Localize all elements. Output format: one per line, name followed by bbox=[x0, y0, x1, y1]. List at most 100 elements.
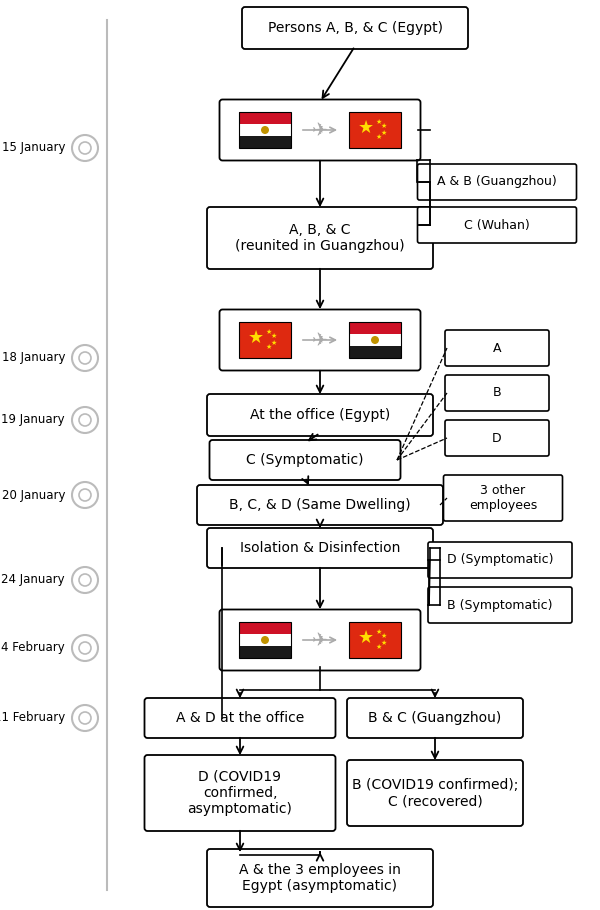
Circle shape bbox=[261, 126, 269, 134]
Text: At the office (Egypt): At the office (Egypt) bbox=[250, 408, 390, 422]
Text: ★: ★ bbox=[376, 119, 382, 125]
Text: 18 January: 18 January bbox=[1, 351, 65, 365]
Text: ★: ★ bbox=[381, 633, 387, 640]
Text: ★: ★ bbox=[376, 643, 382, 650]
FancyBboxPatch shape bbox=[347, 698, 523, 738]
Bar bbox=[349, 112, 401, 148]
Text: C (Wuhan): C (Wuhan) bbox=[464, 218, 530, 231]
FancyBboxPatch shape bbox=[220, 99, 421, 160]
Bar bbox=[349, 346, 401, 358]
FancyBboxPatch shape bbox=[428, 587, 572, 623]
Text: 4 February: 4 February bbox=[1, 642, 65, 654]
Text: Isolation & Disinfection: Isolation & Disinfection bbox=[240, 541, 400, 555]
Text: B (COVID19 confirmed);
C (recovered): B (COVID19 confirmed); C (recovered) bbox=[352, 778, 518, 808]
FancyBboxPatch shape bbox=[145, 755, 335, 831]
Text: ★: ★ bbox=[271, 339, 277, 346]
Text: ★: ★ bbox=[358, 119, 374, 137]
Text: B (Symptomatic): B (Symptomatic) bbox=[447, 599, 553, 612]
Bar bbox=[349, 322, 401, 334]
Text: 3 other
employees: 3 other employees bbox=[469, 484, 537, 512]
Circle shape bbox=[72, 567, 98, 593]
Bar bbox=[239, 622, 291, 658]
Bar bbox=[349, 622, 401, 658]
Circle shape bbox=[72, 345, 98, 371]
Bar bbox=[239, 112, 291, 124]
Circle shape bbox=[72, 705, 98, 731]
Text: 11 February: 11 February bbox=[0, 712, 65, 724]
Text: A, B, & C
(reunited in Guangzhou): A, B, & C (reunited in Guangzhou) bbox=[235, 223, 405, 253]
FancyBboxPatch shape bbox=[207, 528, 433, 568]
Text: D (COVID19
confirmed,
asymptomatic): D (COVID19 confirmed, asymptomatic) bbox=[188, 770, 292, 816]
Circle shape bbox=[79, 414, 91, 426]
Circle shape bbox=[72, 635, 98, 661]
Bar bbox=[239, 124, 291, 136]
Text: ★: ★ bbox=[266, 329, 272, 335]
Text: ★: ★ bbox=[248, 329, 264, 348]
Text: A & D at the office: A & D at the office bbox=[176, 711, 304, 725]
FancyBboxPatch shape bbox=[145, 698, 335, 738]
Bar bbox=[349, 622, 401, 658]
Text: ✈: ✈ bbox=[312, 330, 328, 349]
Text: D (Symptomatic): D (Symptomatic) bbox=[447, 553, 553, 567]
Bar bbox=[349, 112, 401, 148]
Bar bbox=[239, 634, 291, 646]
Text: 20 January: 20 January bbox=[1, 489, 65, 501]
Circle shape bbox=[371, 336, 379, 344]
Text: B & C (Guangzhou): B & C (Guangzhou) bbox=[368, 711, 502, 725]
Circle shape bbox=[79, 642, 91, 654]
Bar bbox=[239, 112, 291, 148]
Text: D: D bbox=[492, 431, 502, 444]
Text: 15 January: 15 January bbox=[1, 141, 65, 155]
Text: C (Symptomatic): C (Symptomatic) bbox=[246, 453, 364, 467]
Bar bbox=[239, 622, 291, 634]
FancyBboxPatch shape bbox=[418, 164, 577, 200]
FancyBboxPatch shape bbox=[207, 394, 433, 436]
Circle shape bbox=[72, 482, 98, 508]
Text: ★: ★ bbox=[266, 343, 272, 349]
Bar bbox=[239, 322, 291, 358]
Circle shape bbox=[79, 712, 91, 724]
Circle shape bbox=[72, 407, 98, 433]
Text: ★: ★ bbox=[381, 130, 387, 136]
Bar bbox=[239, 322, 291, 358]
FancyBboxPatch shape bbox=[445, 330, 549, 366]
Circle shape bbox=[79, 574, 91, 586]
Circle shape bbox=[79, 352, 91, 364]
FancyBboxPatch shape bbox=[197, 485, 443, 525]
Text: ✈: ✈ bbox=[312, 631, 328, 650]
Bar bbox=[239, 136, 291, 148]
FancyBboxPatch shape bbox=[445, 375, 549, 411]
Text: ★: ★ bbox=[381, 124, 387, 129]
Bar bbox=[239, 646, 291, 658]
FancyBboxPatch shape bbox=[207, 849, 433, 907]
Text: ★: ★ bbox=[358, 629, 374, 647]
Circle shape bbox=[261, 636, 269, 644]
Text: A & B (Guangzhou): A & B (Guangzhou) bbox=[437, 176, 557, 188]
Text: ★: ★ bbox=[381, 640, 387, 646]
Text: A & the 3 employees in
Egypt (asymptomatic): A & the 3 employees in Egypt (asymptomat… bbox=[239, 863, 401, 893]
Circle shape bbox=[79, 142, 91, 154]
FancyBboxPatch shape bbox=[445, 420, 549, 456]
FancyBboxPatch shape bbox=[242, 7, 468, 49]
Bar bbox=[349, 322, 401, 358]
Text: B: B bbox=[493, 387, 502, 399]
Text: 19 January: 19 January bbox=[1, 413, 65, 427]
Bar bbox=[349, 334, 401, 346]
FancyBboxPatch shape bbox=[347, 760, 523, 826]
FancyBboxPatch shape bbox=[220, 309, 421, 370]
FancyBboxPatch shape bbox=[207, 207, 433, 269]
FancyBboxPatch shape bbox=[209, 440, 401, 480]
FancyBboxPatch shape bbox=[443, 475, 563, 521]
Text: B, C, & D (Same Dwelling): B, C, & D (Same Dwelling) bbox=[229, 498, 411, 512]
Text: 24 January: 24 January bbox=[1, 573, 65, 587]
FancyBboxPatch shape bbox=[220, 610, 421, 671]
FancyBboxPatch shape bbox=[418, 207, 577, 243]
Text: ✈: ✈ bbox=[312, 120, 328, 139]
Text: ★: ★ bbox=[271, 333, 277, 339]
Text: ★: ★ bbox=[376, 134, 382, 139]
Circle shape bbox=[79, 489, 91, 501]
FancyBboxPatch shape bbox=[428, 542, 572, 578]
Text: Persons A, B, & C (Egypt): Persons A, B, & C (Egypt) bbox=[268, 21, 443, 35]
Circle shape bbox=[72, 135, 98, 161]
Text: ★: ★ bbox=[376, 629, 382, 635]
